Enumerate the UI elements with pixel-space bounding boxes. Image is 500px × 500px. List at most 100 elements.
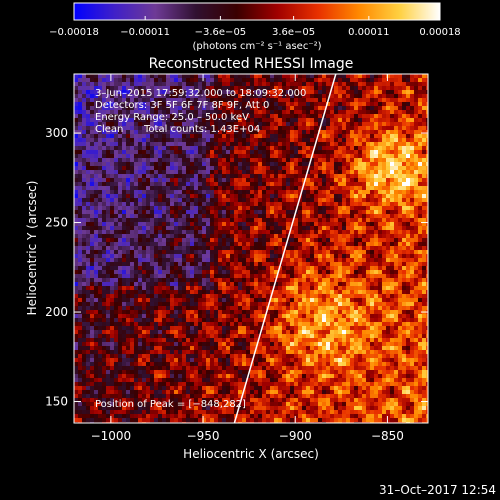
heatmap-pixel	[418, 258, 422, 262]
heatmap-pixel	[154, 210, 158, 214]
heatmap-pixel	[398, 174, 402, 178]
heatmap-pixel	[398, 230, 402, 234]
heatmap-pixel	[146, 138, 150, 142]
heatmap-pixel	[294, 98, 298, 102]
heatmap-pixel	[106, 262, 110, 266]
heatmap-pixel	[258, 258, 262, 262]
heatmap-pixel	[374, 274, 378, 278]
heatmap-pixel	[370, 138, 374, 142]
heatmap-pixel	[158, 218, 162, 222]
heatmap-pixel	[378, 90, 382, 94]
heatmap-pixel	[330, 258, 334, 262]
heatmap-pixel	[110, 294, 114, 298]
heatmap-pixel	[162, 82, 166, 86]
heatmap-pixel	[342, 130, 346, 134]
heatmap-pixel	[234, 246, 238, 250]
heatmap-pixel	[330, 206, 334, 210]
heatmap-pixel	[374, 102, 378, 106]
heatmap-pixel	[414, 74, 418, 78]
heatmap-pixel	[334, 102, 338, 106]
heatmap-pixel	[282, 110, 286, 114]
heatmap-pixel	[270, 198, 274, 202]
heatmap-pixel	[254, 210, 258, 214]
heatmap-pixel	[362, 258, 366, 262]
heatmap-pixel	[202, 142, 206, 146]
heatmap-pixel	[314, 166, 318, 170]
heatmap-pixel	[118, 102, 122, 106]
heatmap-pixel	[134, 198, 138, 202]
heatmap-pixel	[286, 254, 290, 258]
heatmap-pixel	[122, 154, 126, 158]
heatmap-pixel	[86, 78, 90, 82]
heatmap-pixel	[354, 170, 358, 174]
heatmap-pixel	[314, 202, 318, 206]
heatmap-pixel	[306, 210, 310, 214]
heatmap-pixel	[410, 294, 414, 298]
heatmap-pixel	[210, 118, 214, 122]
heatmap-pixel	[378, 182, 382, 186]
heatmap-pixel	[322, 230, 326, 234]
heatmap-pixel	[246, 130, 250, 134]
heatmap-pixel	[74, 94, 78, 98]
heatmap-pixel	[162, 134, 166, 138]
heatmap-pixel	[342, 258, 346, 262]
heatmap-pixel	[202, 246, 206, 250]
heatmap-pixel	[134, 166, 138, 170]
heatmap-pixel	[282, 98, 286, 102]
heatmap-pixel	[194, 182, 198, 186]
heatmap-pixel	[154, 262, 158, 266]
heatmap-pixel	[322, 94, 326, 98]
heatmap-pixel	[126, 174, 130, 178]
heatmap-pixel	[254, 146, 258, 150]
heatmap-pixel	[186, 198, 190, 202]
heatmap-pixel	[322, 258, 326, 262]
heatmap-pixel	[114, 90, 118, 94]
heatmap-pixel	[230, 82, 234, 86]
heatmap-pixel	[346, 74, 350, 78]
heatmap-pixel	[266, 214, 270, 218]
heatmap-pixel	[418, 94, 422, 98]
heatmap-pixel	[290, 262, 294, 266]
heatmap-pixel	[126, 130, 130, 134]
heatmap-pixel	[298, 190, 302, 194]
heatmap-pixel	[230, 230, 234, 234]
heatmap-pixel	[142, 142, 146, 146]
heatmap-pixel	[258, 94, 262, 98]
heatmap-pixel	[110, 106, 114, 110]
heatmap-pixel	[294, 154, 298, 158]
heatmap-pixel	[362, 214, 366, 218]
heatmap-pixel	[138, 226, 142, 230]
heatmap-pixel	[158, 230, 162, 234]
heatmap-pixel	[202, 274, 206, 278]
heatmap-pixel	[354, 250, 358, 254]
heatmap-pixel	[282, 162, 286, 166]
heatmap-pixel	[94, 134, 98, 138]
heatmap-pixel	[362, 254, 366, 258]
heatmap-pixel	[274, 110, 278, 114]
heatmap-pixel	[298, 94, 302, 98]
heatmap-pixel	[422, 110, 426, 114]
heatmap-pixel	[174, 250, 178, 254]
heatmap-pixel	[278, 194, 282, 198]
heatmap-pixel	[298, 158, 302, 162]
heatmap-pixel	[146, 274, 150, 278]
heatmap-pixel	[86, 226, 90, 230]
heatmap-pixel	[198, 242, 202, 246]
heatmap-pixel	[78, 182, 82, 186]
heatmap-pixel	[118, 114, 122, 118]
heatmap-pixel	[206, 190, 210, 194]
heatmap-pixel	[178, 206, 182, 210]
heatmap-pixel	[118, 286, 122, 290]
heatmap-pixel	[258, 206, 262, 210]
heatmap-pixel	[358, 110, 362, 114]
heatmap-pixel	[98, 294, 102, 298]
heatmap-pixel	[206, 246, 210, 250]
heatmap-pixel	[106, 102, 110, 106]
heatmap-pixel	[374, 114, 378, 118]
heatmap-pixel	[410, 238, 414, 242]
heatmap-pixel	[286, 114, 290, 118]
heatmap-pixel	[78, 106, 82, 110]
heatmap-pixel	[298, 150, 302, 154]
heatmap-pixel	[274, 198, 278, 202]
heatmap-pixel	[130, 234, 134, 238]
